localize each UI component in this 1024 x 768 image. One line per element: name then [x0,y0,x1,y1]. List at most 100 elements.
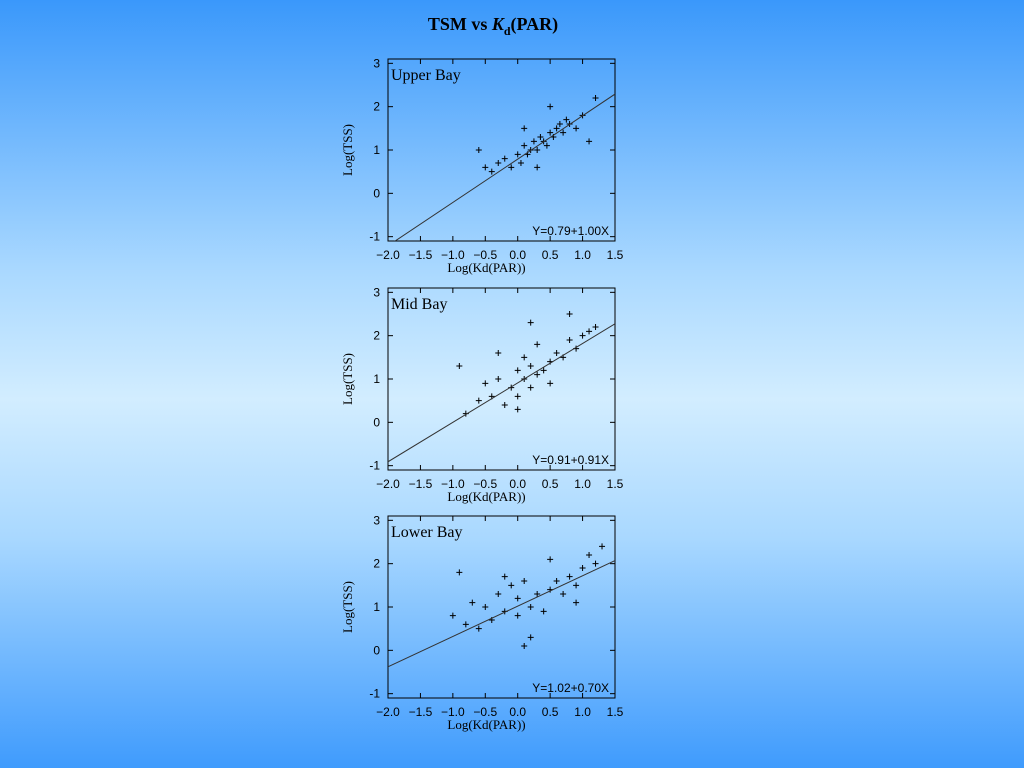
y-tick-label: 2 [373,557,380,571]
point [462,621,469,628]
x-tick-label: 1.5 [607,705,624,719]
y-tick-label: 0 [373,186,380,200]
fit-equation: Y=0.91+0.91X [532,453,609,467]
point [475,625,482,632]
points [475,95,599,175]
y-axis-label: Log(TSS) [340,124,355,176]
x-tick-label: 0.0 [509,477,526,491]
y-tick-label: -1 [369,459,380,473]
y-tick-label: 0 [373,415,380,429]
point [534,341,541,348]
fit-equation: Y=0.79+1.00X [532,224,609,238]
point [534,164,541,171]
point [573,125,580,132]
point [573,582,580,589]
y-tick-label: 1 [373,600,380,614]
x-tick-label: −0.5 [473,477,497,491]
x-tick-label: 1.5 [607,477,624,491]
title-part: K [491,14,506,34]
point [592,324,599,330]
point [521,578,528,584]
y-tick-label: -1 [369,230,380,244]
fit-equation: Y=1.02+0.70X [532,681,609,695]
point [599,543,606,550]
point [586,552,593,558]
y-tick-label: 1 [373,372,380,386]
point [566,337,573,343]
point [527,604,534,610]
point [527,363,534,369]
point [586,328,593,335]
title-part: TSM vs [428,14,492,34]
panel-label: Mid Bay [391,296,447,313]
point [514,612,521,619]
point [482,380,489,387]
y-tick-label: 1 [373,143,380,157]
x-axis-label: Log(Kd(PAR)) [447,489,525,504]
x-tick-label: 1.0 [574,705,591,719]
point [592,95,599,101]
point [469,599,476,606]
x-tick-label: 0.0 [509,705,526,719]
point [501,155,508,162]
panel-label: Upper Bay [391,67,461,84]
point [508,582,515,589]
x-tick-label: 0.0 [509,248,526,262]
y-tick-label: 2 [373,100,380,114]
panel-label: Lower Bay [391,524,463,541]
x-tick-label: 1.0 [574,477,591,491]
plot-frame [387,515,616,699]
x-tick-label: −0.5 [473,248,497,262]
point [495,376,502,382]
point [543,142,550,149]
point [547,103,554,110]
point [521,643,528,649]
x-tick-label: −1.0 [441,477,465,491]
point [566,573,573,580]
points [456,311,599,417]
point [521,354,528,361]
point [540,608,547,615]
point [527,634,534,641]
point [495,591,502,597]
y-tick-label: 2 [373,329,380,343]
point [530,138,537,145]
point [534,371,541,378]
panel: −2.0 −1.5 −1.0 −0.5 0.0 0.5 1.0 1.5 -1 0 1 2 3 Log(Kd… [340,513,624,732]
y-tick-label: 0 [373,643,380,657]
point [579,332,586,339]
point [475,397,482,404]
point [488,168,495,175]
point [517,160,524,166]
point [534,147,541,153]
point [456,569,463,576]
x-axis-label: Log(Kd(PAR)) [447,717,525,732]
point [566,311,573,317]
point [449,612,456,619]
point [514,367,521,374]
fit-line [394,93,615,241]
point [514,595,521,602]
point [547,556,554,563]
x-tick-label: −1.0 [441,705,465,719]
x-tick-label: −1.0 [441,248,465,262]
x-axis-label: Log(Kd(PAR)) [447,260,525,275]
y-tick-label: -1 [369,687,380,701]
point [592,560,599,567]
point [553,125,560,132]
x-tick-label: −1.5 [409,248,433,262]
x-tick-label: −2.0 [376,248,400,262]
point [501,573,508,580]
x-tick-label: −1.5 [409,705,433,719]
y-tick-label: 3 [373,513,380,527]
point [560,591,567,597]
x-tick-label: 0.5 [542,477,559,491]
point [527,319,534,326]
point [534,591,541,597]
point [501,402,508,408]
point [508,164,515,171]
point [553,578,560,584]
panel: −2.0 −1.5 −1.0 −0.5 0.0 0.5 1.0 1.5 -1 0 1 2 3 Log(Kd… [340,56,624,275]
x-tick-label: −2.0 [376,705,400,719]
